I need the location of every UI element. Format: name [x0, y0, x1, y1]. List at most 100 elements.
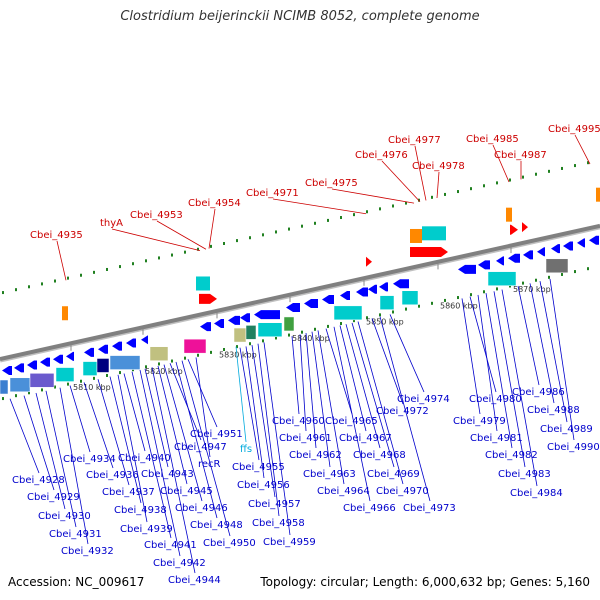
- minus-gene-label: Cbei_4989: [540, 424, 593, 435]
- plus-gene-label: Cbei_4987: [494, 150, 547, 161]
- minus-gene-box: [82, 361, 98, 376]
- plus-label-leader: [111, 228, 201, 251]
- minus-label-leader: [23, 395, 55, 491]
- plus-track-dot: [41, 282, 43, 286]
- plus-track-dot: [158, 256, 160, 260]
- plus-track-dot: [2, 291, 4, 295]
- minus-gene-label: Cbei_4939: [120, 524, 173, 535]
- plus-track-dot: [275, 230, 277, 234]
- minus-gene-arrow: [496, 256, 504, 266]
- minus-label-leader: [379, 316, 431, 502]
- plus-gene-label: thyA: [100, 218, 123, 229]
- minus-gene-label: Cbei_4960: [272, 416, 325, 427]
- minus-track-dot: [236, 345, 238, 349]
- minus-track-dot: [275, 336, 277, 340]
- minus-track-dot: [470, 293, 472, 297]
- plus-track-dot: [353, 213, 355, 217]
- minus-gene-label: Cbei_4941: [144, 540, 197, 551]
- minus-gene-arrow: [228, 315, 240, 325]
- plus-track-dot: [132, 262, 134, 266]
- plus-track-dot: [535, 172, 537, 176]
- minus-gene-label: Cbei_4934: [63, 454, 116, 465]
- minus-label-leader: [45, 390, 77, 528]
- minus-track-dot: [28, 391, 30, 395]
- minus-track-dot: [158, 362, 160, 366]
- minus-gene-arrow: [214, 318, 224, 328]
- minus-track-dot: [535, 278, 537, 282]
- plus-track-dot: [67, 276, 69, 280]
- minus-label-leader: [485, 293, 513, 449]
- minus-label-leader: [151, 367, 196, 574]
- minus-gene-label: Cbei_4967: [339, 433, 392, 444]
- rna-label-leader: [235, 346, 247, 443]
- minus-gene-label: Cbei_4970: [376, 486, 429, 497]
- minus-track-dot: [210, 350, 212, 354]
- minus-gene-box: [401, 290, 419, 306]
- minus-gene-arrow: [551, 244, 560, 254]
- minus-gene-label: Cbei_4932: [61, 546, 114, 557]
- minus-label-leader: [325, 328, 353, 415]
- minus-gene-box: [96, 358, 110, 373]
- minus-label-leader: [539, 281, 568, 423]
- minus-track-dot: [327, 324, 329, 328]
- minus-gene-arrow: [240, 313, 250, 323]
- minus-gene-label: Cbei_4986: [512, 387, 565, 398]
- minus-label-leader: [9, 398, 40, 474]
- minus-gene-arrow: [340, 291, 350, 301]
- minus-gene-arrow: [478, 260, 490, 270]
- minus-label-leader: [311, 331, 331, 468]
- minus-gene-arrow: [537, 247, 545, 257]
- minus-label-leader: [257, 343, 280, 517]
- minus-gene-label: Cbei_4961: [279, 433, 332, 444]
- plus-track-dot: [184, 250, 186, 254]
- minus-gene-box: [379, 295, 395, 310]
- minus-gene-arrow: [141, 335, 148, 345]
- minus-gene-arrow: [27, 360, 37, 370]
- minus-label-leader: [461, 298, 481, 415]
- plus-gene-arrow: [410, 246, 448, 257]
- minus-gene-label: Cbei_4965: [325, 416, 378, 427]
- minus-gene-arrow: [66, 351, 74, 361]
- genome-backbone: [0, 223, 600, 361]
- minus-track-dot: [106, 373, 108, 377]
- minus-label-leader: [291, 336, 300, 415]
- minus-gene-label: Cbei_4974: [397, 394, 450, 405]
- minus-track-dot: [184, 356, 186, 360]
- minus-track-dot: [587, 267, 589, 271]
- minus-track-dot: [54, 385, 56, 389]
- minus-gene-label: Cbei_4969: [367, 469, 420, 480]
- minus-track-dot: [119, 371, 121, 375]
- plus-gene-arrow: [199, 293, 217, 304]
- minus-label-leader: [59, 387, 89, 545]
- minus-gene-label: Cbei_4972: [376, 406, 429, 417]
- genome-summary-text: Topology: circular; Length: 6,000,632 bp…: [260, 575, 590, 589]
- minus-track-dot: [93, 376, 95, 380]
- minus-gene-arrow: [379, 282, 388, 292]
- plus-track-dot: [483, 184, 485, 188]
- minus-track-dot: [288, 333, 290, 337]
- plus-gene-label: Cbei_4976: [355, 150, 408, 161]
- minus-gene-arrow: [304, 299, 318, 309]
- minus-gene-label: Cbei_4984: [510, 488, 563, 499]
- minus-label-leader: [245, 346, 265, 479]
- plus-track-dot: [171, 253, 173, 257]
- minus-gene-label: Cbei_4945: [160, 486, 213, 497]
- minus-gene-label: Cbei_4962: [289, 450, 342, 461]
- minus-track-dot: [262, 339, 264, 343]
- minus-gene-box: [0, 379, 9, 395]
- minus-label-leader: [123, 373, 146, 452]
- minus-label-leader: [239, 347, 260, 461]
- minus-label-leader: [131, 371, 172, 539]
- plus-track-dot: [444, 192, 446, 196]
- minus-gene-arrow: [577, 238, 585, 248]
- plus-gene-box: [62, 306, 68, 321]
- minus-gene-box: [183, 338, 207, 354]
- plus-gene-arrow: [522, 222, 528, 233]
- plus-gene-label: Cbei_4985: [466, 134, 519, 145]
- minus-gene-box: [245, 325, 257, 340]
- plus-track-dot: [119, 265, 121, 269]
- plus-track-dot: [314, 221, 316, 225]
- minus-gene-label: Cbei_4955: [232, 462, 285, 473]
- plus-track-dot: [54, 279, 56, 283]
